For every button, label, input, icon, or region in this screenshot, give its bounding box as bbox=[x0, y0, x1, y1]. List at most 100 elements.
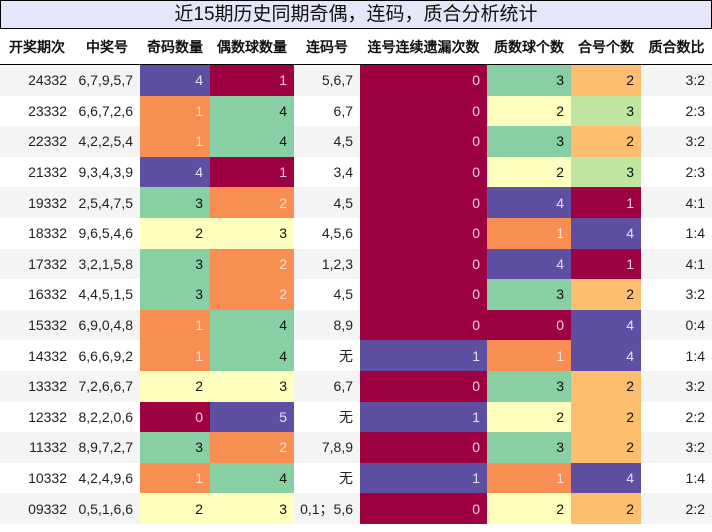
table-title: 近15期历史同期奇偶，连码，质合分析统计 bbox=[0, 0, 712, 29]
cell-composite-count: 3 bbox=[571, 156, 641, 188]
cell-ratio: 3:2 bbox=[641, 126, 712, 157]
cell-period: 12332 bbox=[0, 401, 74, 433]
cell-consecutive-miss: 0 bbox=[360, 156, 487, 188]
cell-period: 19332 bbox=[0, 187, 74, 218]
cell-prime-count: 3 bbox=[487, 126, 571, 157]
cell-ratio: 1:4 bbox=[641, 340, 712, 371]
cell-consecutive: 0,1；5,6 bbox=[294, 493, 360, 524]
cell-consecutive-miss: 0 bbox=[360, 64, 487, 96]
cell-prime-count: 1 bbox=[487, 217, 571, 249]
cell-numbers: 4,4,5,1,5 bbox=[74, 279, 140, 310]
cell-consecutive-miss: 0 bbox=[360, 493, 487, 524]
table-row: 22332 4,2,2,5,4 1 4 4,5 0 3 2 3:2 bbox=[0, 126, 712, 157]
cell-numbers: 6,6,6,9,2 bbox=[74, 340, 140, 371]
cell-composite-count: 2 bbox=[571, 401, 641, 433]
cell-ratio: 3:2 bbox=[641, 432, 712, 463]
cell-period: 22332 bbox=[0, 126, 74, 157]
cell-odd-count: 2 bbox=[140, 370, 210, 402]
cell-composite-count: 2 bbox=[571, 279, 641, 310]
cell-odd-count: 1 bbox=[140, 309, 210, 341]
header-prime-count[interactable]: 质数球个数 bbox=[487, 29, 571, 65]
cell-numbers: 6,7,9,5,7 bbox=[74, 64, 140, 96]
cell-even-count: 1 bbox=[210, 64, 294, 96]
cell-prime-count: 2 bbox=[487, 156, 571, 188]
cell-ratio: 2:2 bbox=[641, 401, 712, 433]
table-row: 23332 6,6,7,2,6 1 4 6,7 0 2 3 2:3 bbox=[0, 95, 712, 127]
cell-prime-count: 4 bbox=[487, 187, 571, 218]
cell-numbers: 6,6,7,2,6 bbox=[74, 95, 140, 127]
table-row: 12332 8,2,2,0,6 0 5 无 1 2 2 2:2 bbox=[0, 401, 712, 433]
cell-consecutive-miss: 0 bbox=[360, 95, 487, 127]
cell-even-count: 4 bbox=[210, 309, 294, 341]
cell-numbers: 6,9,0,4,8 bbox=[74, 309, 140, 341]
header-odd-count[interactable]: 奇码数量 bbox=[140, 29, 210, 65]
cell-composite-count: 2 bbox=[571, 432, 641, 463]
table-row: 17332 3,2,1,5,8 3 2 1,2,3 0 4 1 4:1 bbox=[0, 248, 712, 280]
header-prime-composite-ratio[interactable]: 质合数比 bbox=[641, 29, 712, 65]
cell-composite-count: 2 bbox=[571, 126, 641, 157]
cell-consecutive: 4,5 bbox=[294, 187, 360, 218]
table-row: 21332 9,3,4,3,9 4 1 3,4 0 2 3 2:3 bbox=[0, 156, 712, 188]
cell-prime-count: 0 bbox=[487, 309, 571, 341]
header-consecutive[interactable]: 连码号 bbox=[294, 29, 360, 65]
header-composite-count[interactable]: 合号个数 bbox=[571, 29, 641, 65]
cell-composite-count: 4 bbox=[571, 309, 641, 341]
cell-period: 24332 bbox=[0, 64, 74, 96]
cell-period: 18332 bbox=[0, 217, 74, 249]
cell-even-count: 4 bbox=[210, 462, 294, 494]
cell-even-count: 4 bbox=[210, 340, 294, 371]
cell-even-count: 3 bbox=[210, 370, 294, 402]
cell-odd-count: 1 bbox=[140, 462, 210, 494]
cell-odd-count: 4 bbox=[140, 156, 210, 188]
cell-even-count: 2 bbox=[210, 279, 294, 310]
cell-period: 21332 bbox=[0, 156, 74, 188]
cell-ratio: 2:2 bbox=[641, 493, 712, 524]
cell-composite-count: 1 bbox=[571, 187, 641, 218]
cell-numbers: 3,2,1,5,8 bbox=[74, 248, 140, 280]
cell-numbers: 0,5,1,6,6 bbox=[74, 493, 140, 524]
cell-consecutive: 无 bbox=[294, 401, 360, 433]
cell-numbers: 9,6,5,4,6 bbox=[74, 217, 140, 249]
cell-odd-count: 0 bbox=[140, 401, 210, 433]
header-numbers[interactable]: 中奖号 bbox=[74, 29, 140, 65]
table-row: 15332 6,9,0,4,8 1 4 8,9 0 0 4 0:4 bbox=[0, 309, 712, 341]
cell-period: 15332 bbox=[0, 309, 74, 341]
cell-composite-count: 4 bbox=[571, 340, 641, 371]
cell-prime-count: 1 bbox=[487, 340, 571, 371]
cell-prime-count: 3 bbox=[487, 432, 571, 463]
cell-consecutive-miss: 1 bbox=[360, 401, 487, 433]
cell-consecutive: 无 bbox=[294, 462, 360, 494]
cell-even-count: 4 bbox=[210, 126, 294, 157]
cell-prime-count: 4 bbox=[487, 248, 571, 280]
cell-odd-count: 3 bbox=[140, 248, 210, 280]
cell-prime-count: 2 bbox=[487, 95, 571, 127]
cell-consecutive-miss: 0 bbox=[360, 432, 487, 463]
cell-even-count: 4 bbox=[210, 95, 294, 127]
cell-even-count: 2 bbox=[210, 432, 294, 463]
cell-prime-count: 3 bbox=[487, 279, 571, 310]
cell-prime-count: 1 bbox=[487, 462, 571, 494]
cell-consecutive: 4,5 bbox=[294, 126, 360, 157]
cell-numbers: 2,5,4,7,5 bbox=[74, 187, 140, 218]
header-period[interactable]: 开奖期次 bbox=[0, 29, 74, 65]
cell-prime-count: 2 bbox=[487, 493, 571, 524]
cell-consecutive-miss: 0 bbox=[360, 126, 487, 157]
table-row: 10332 4,2,4,9,6 1 4 无 1 1 4 1:4 bbox=[0, 462, 712, 494]
cell-period: 14332 bbox=[0, 340, 74, 371]
cell-even-count: 3 bbox=[210, 493, 294, 524]
table-row: 11332 8,9,7,2,7 3 2 7,8,9 0 3 2 3:2 bbox=[0, 432, 712, 463]
cell-consecutive-miss: 1 bbox=[360, 340, 487, 371]
cell-consecutive-miss: 0 bbox=[360, 370, 487, 402]
cell-numbers: 4,2,4,9,6 bbox=[74, 462, 140, 494]
cell-consecutive-miss: 0 bbox=[360, 187, 487, 218]
table-row: 24332 6,7,9,5,7 4 1 5,6,7 0 3 2 3:2 bbox=[0, 64, 712, 96]
header-even-count[interactable]: 偶数球数量 bbox=[210, 29, 294, 65]
cell-ratio: 4:1 bbox=[641, 187, 712, 218]
cell-numbers: 4,2,2,5,4 bbox=[74, 126, 140, 157]
cell-period: 16332 bbox=[0, 279, 74, 310]
header-consecutive-miss[interactable]: 连号连续遗漏次数 bbox=[360, 29, 487, 65]
cell-consecutive: 4,5,6 bbox=[294, 217, 360, 249]
cell-composite-count: 4 bbox=[571, 217, 641, 249]
cell-odd-count: 1 bbox=[140, 95, 210, 127]
cell-consecutive-miss: 0 bbox=[360, 217, 487, 249]
